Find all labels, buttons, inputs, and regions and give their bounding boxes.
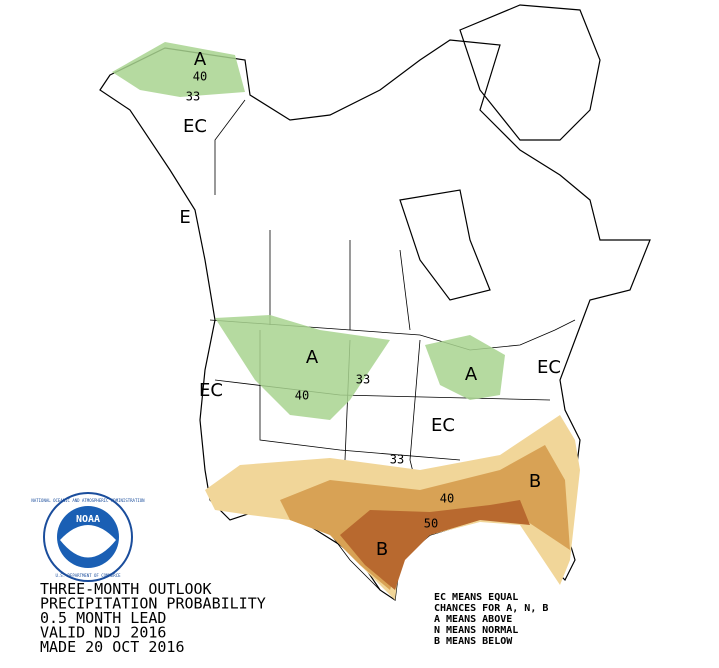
footer-line: THREE-MONTH OUTLOOK <box>40 580 212 598</box>
map-label: 33 <box>356 373 370 387</box>
map-label: 33 <box>186 90 200 104</box>
province-line <box>399 249 411 331</box>
key-line: CHANCES FOR A, N, B <box>434 603 548 614</box>
map-label: A <box>306 347 319 368</box>
map-label: 33 <box>390 453 404 467</box>
key-line: EC MEANS EQUAL <box>434 592 518 603</box>
footer-line: VALID NDJ 2016 <box>40 624 166 642</box>
map-label: A <box>465 364 478 385</box>
map-label: EC <box>431 415 455 436</box>
footer-line: MADE 20 OCT 2016 <box>40 638 185 656</box>
above-region <box>425 335 505 400</box>
logo-ring-bottom: U.S. DEPARTMENT OF COMMERCE <box>55 573 121 578</box>
noaa-logo: NOAA NATIONAL OCEANIC AND ATMOSPHERIC AD… <box>31 492 145 582</box>
above-region <box>215 315 390 420</box>
above-region <box>112 42 245 97</box>
map-label: EC <box>537 357 561 378</box>
map-label: 50 <box>424 517 438 531</box>
map-label: EC <box>199 380 223 401</box>
logo-name: NOAA <box>76 514 100 525</box>
footer-line: 0.5 MONTH LEAD <box>40 609 166 627</box>
map-label: A <box>194 49 207 70</box>
us-canada-border <box>209 319 576 351</box>
logo-ring-top: NATIONAL OCEANIC AND ATMOSPHERIC ADMINIS… <box>31 498 145 503</box>
hudson-bay <box>399 189 491 301</box>
below-region-50 <box>340 500 530 590</box>
key-line: A MEANS ABOVE <box>434 614 512 625</box>
map-label: B <box>529 471 541 492</box>
map-label: 40 <box>193 70 207 84</box>
footer-line: PRECIPITATION PROBABILITY <box>40 595 266 613</box>
greenland <box>459 4 601 141</box>
map-label: EC <box>183 116 207 137</box>
map-label: E <box>179 207 190 228</box>
coastline <box>99 39 651 602</box>
key-line: B MEANS BELOW <box>434 636 513 647</box>
alaska-border <box>214 99 246 195</box>
map-label: 40 <box>440 492 454 506</box>
logo-gull <box>60 525 116 558</box>
map-label: B <box>376 539 388 560</box>
key-line: N MEANS NORMAL <box>434 625 518 636</box>
map-label: 40 <box>295 389 309 403</box>
